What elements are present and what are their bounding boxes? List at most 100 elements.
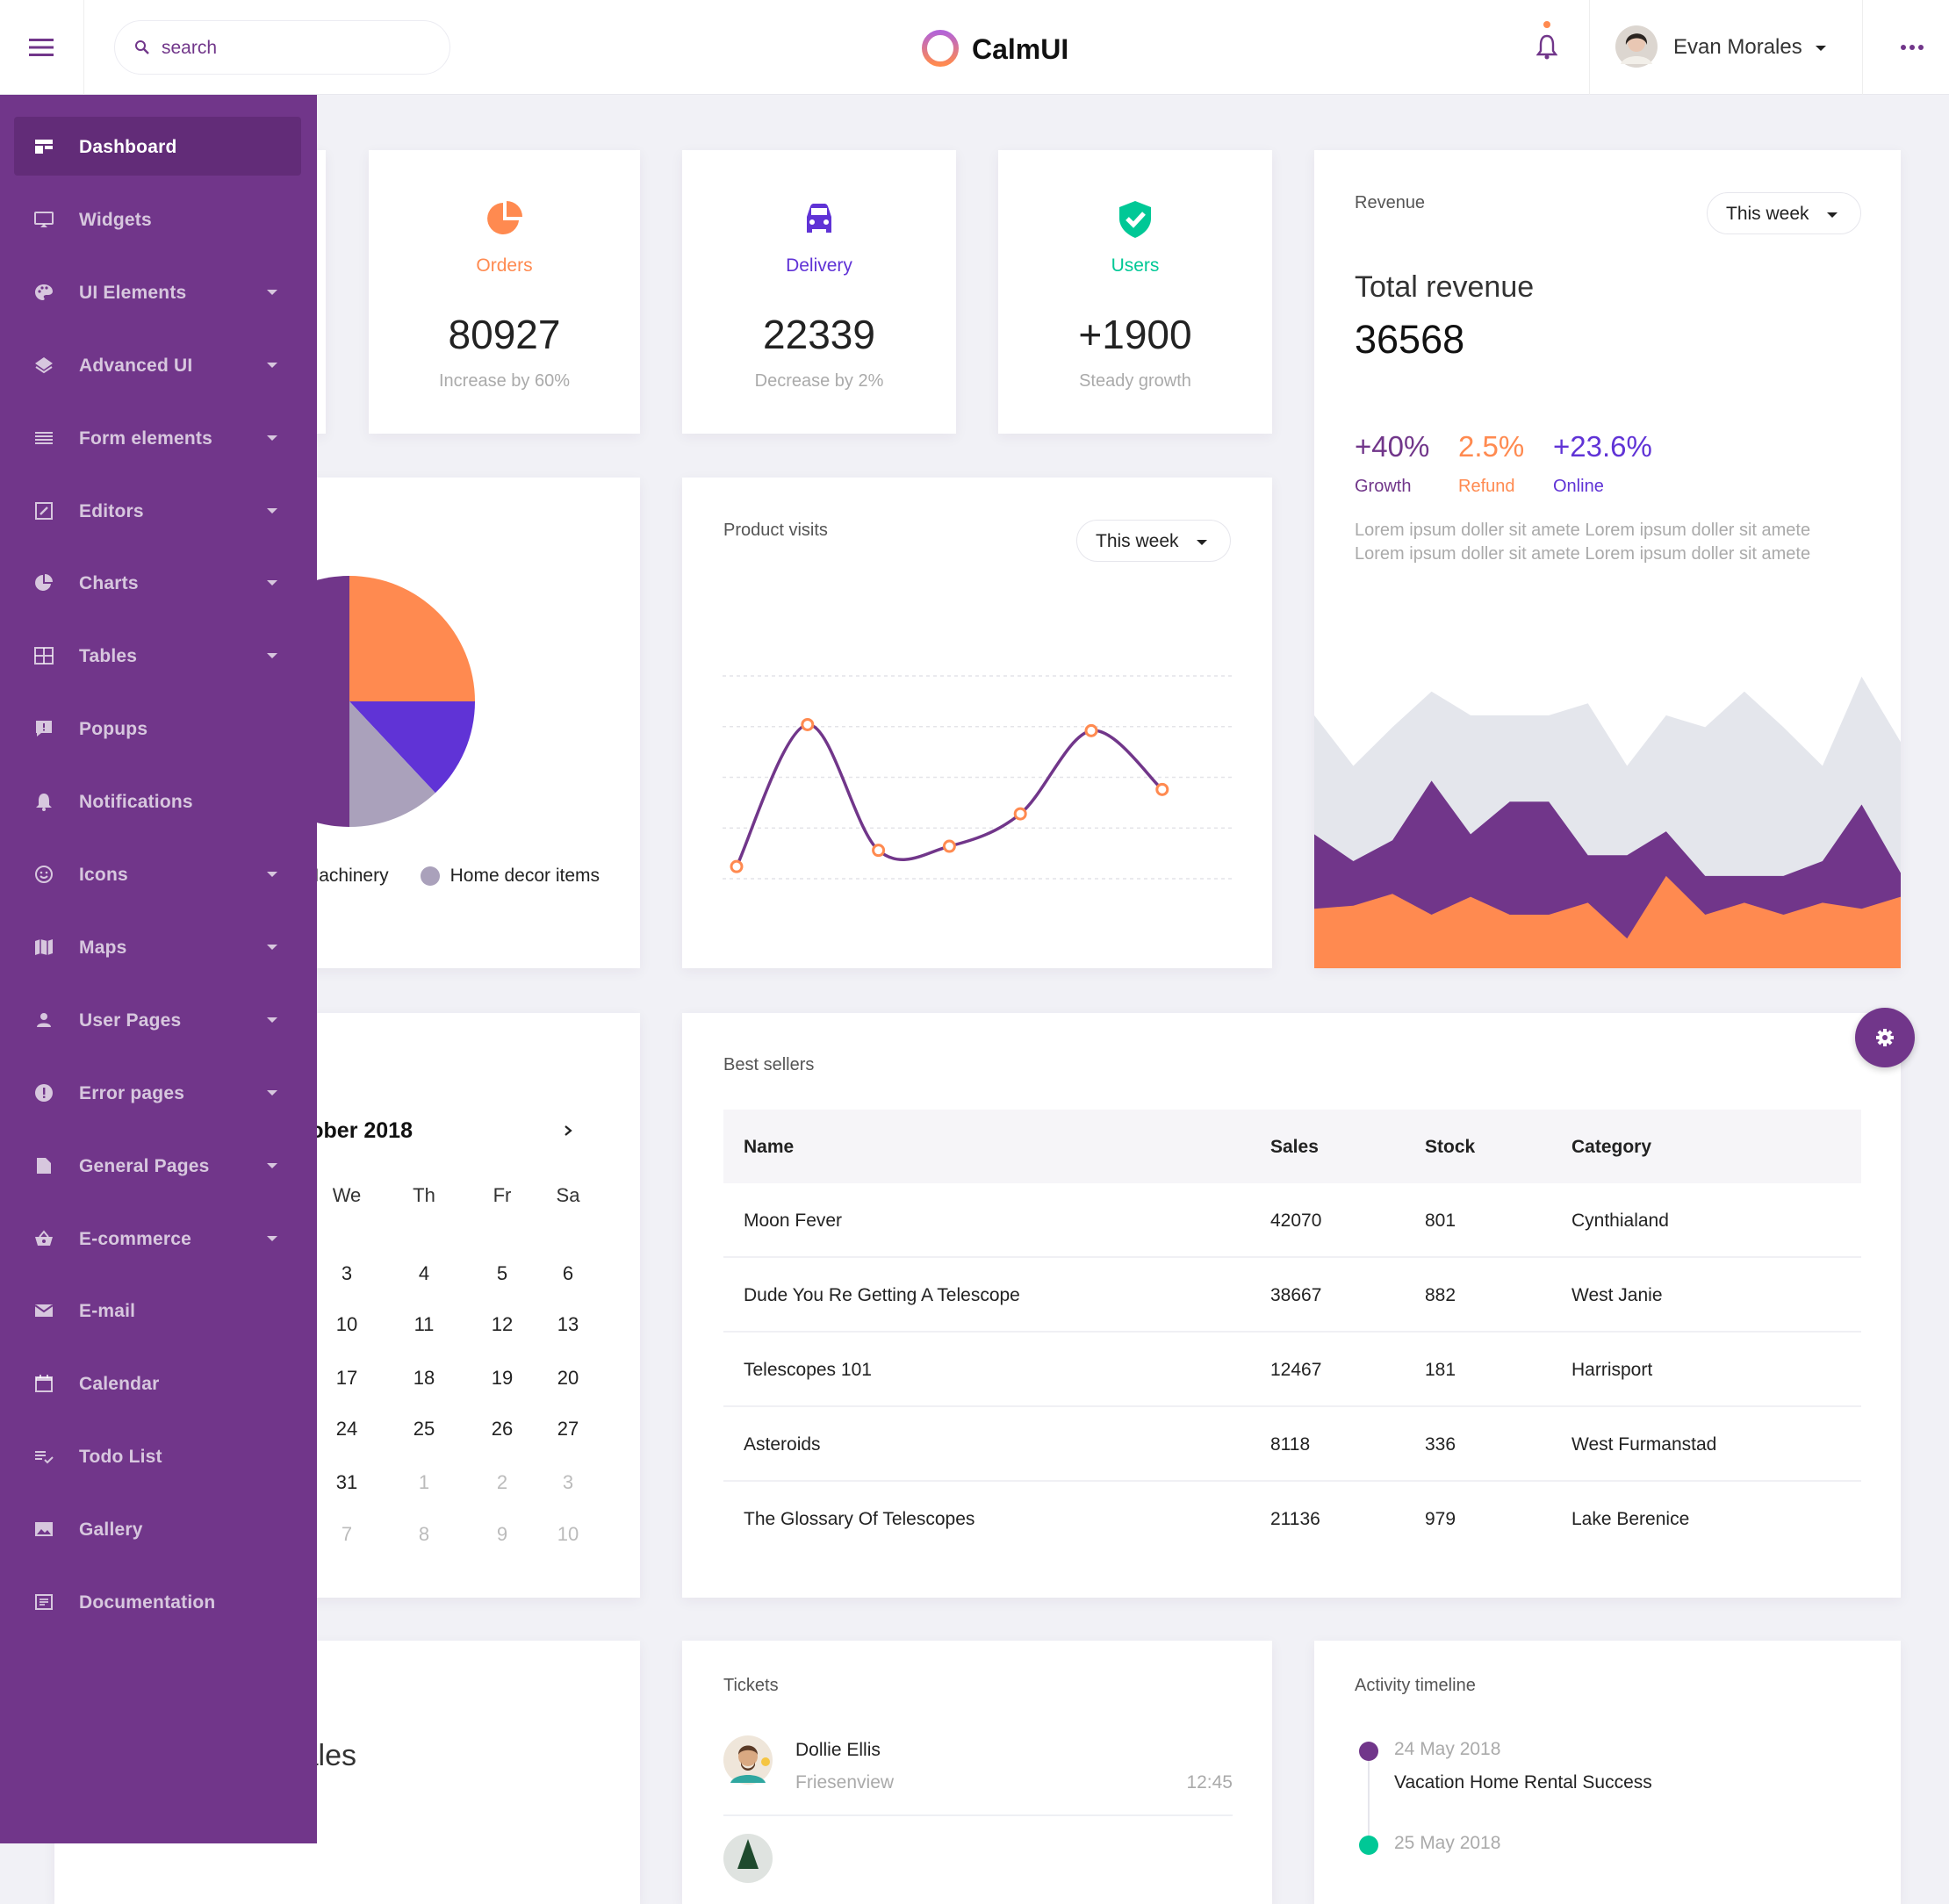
table-row[interactable]: Asteroids 8118 336 West Furmanstad xyxy=(723,1407,1861,1482)
sidebar-item-tables[interactable]: Tables xyxy=(14,626,301,685)
sidebar-item-label: General Pages xyxy=(79,1155,210,1176)
calendar-day[interactable]: 6 xyxy=(562,1262,574,1284)
sidebar-item-user-pages[interactable]: User Pages xyxy=(14,990,301,1049)
ticket-item[interactable]: Dollie Ellis Friesenview 12:45 xyxy=(723,1735,1233,1816)
next-month-icon[interactable] xyxy=(562,1124,574,1138)
data-point[interactable] xyxy=(942,839,956,853)
sidebar-item-advanced-ui[interactable]: Advanced UI xyxy=(14,335,301,394)
sidebar-item-label: User Pages xyxy=(79,1009,182,1031)
product-visits-line-chart xyxy=(723,675,1232,880)
sidebar-item-error-pages[interactable]: Error pages xyxy=(14,1063,301,1122)
calendar-day[interactable]: 2 xyxy=(496,1471,508,1493)
calendar-day[interactable]: 1 xyxy=(418,1471,430,1493)
sidebar-item-widgets[interactable]: Widgets xyxy=(14,190,301,248)
table-cell: West Janie xyxy=(1571,1285,1663,1305)
calendar-day[interactable]: 18 xyxy=(413,1367,435,1389)
comment-alert-icon xyxy=(33,718,54,739)
revenue-period-dropdown[interactable]: This week xyxy=(1707,192,1861,234)
sidebar-item-label: Dashboard xyxy=(79,137,177,157)
column-header[interactable]: Stock xyxy=(1425,1137,1476,1157)
calendar-day[interactable]: 26 xyxy=(491,1418,514,1440)
sidebar-item-gallery[interactable]: Gallery xyxy=(14,1499,301,1558)
sidebar-item-calendar[interactable]: Calendar xyxy=(14,1354,301,1412)
table-row[interactable]: Dude You Re Getting A Telescope 38667 882 W… xyxy=(723,1258,1861,1333)
sidebar-item-ui-elements[interactable]: UI Elements xyxy=(14,262,301,321)
table-cell: Asteroids xyxy=(744,1434,821,1455)
calendar-day[interactable]: 25 xyxy=(413,1418,435,1440)
pie-slice[interactable] xyxy=(349,576,475,701)
menu-toggle-button[interactable] xyxy=(0,0,84,95)
search-icon xyxy=(135,40,149,54)
sidebar-item-dashboard[interactable]: Dashboard xyxy=(14,117,301,176)
calendar-day[interactable]: 10 xyxy=(557,1523,579,1545)
sidebar-item-popups[interactable]: Popups xyxy=(14,699,301,758)
column-header[interactable]: Category xyxy=(1571,1137,1652,1157)
calendar-day[interactable]: 27 xyxy=(557,1418,579,1440)
more-options-icon[interactable] xyxy=(1900,44,1924,51)
stat-label: Orders xyxy=(476,255,533,276)
notifications-button[interactable] xyxy=(1529,19,1564,68)
calendar-day[interactable]: 3 xyxy=(562,1471,574,1493)
sidebar-item-maps[interactable]: Maps xyxy=(14,917,301,976)
top-header: search CalmUI Evan Morales xyxy=(0,0,1949,95)
column-header[interactable]: Sales xyxy=(1270,1137,1319,1157)
settings-fab-button[interactable] xyxy=(1855,1008,1915,1067)
calendar-day[interactable]: 31 xyxy=(335,1471,358,1493)
calendar-day[interactable]: 9 xyxy=(496,1523,508,1545)
sidebar-item-todo-list[interactable]: Todo List xyxy=(14,1426,301,1485)
caret-down-icon xyxy=(267,1089,277,1096)
stat-value: 22339 xyxy=(763,312,875,357)
sidebar-item-label: Tables xyxy=(79,646,138,667)
calendar-day[interactable]: 7 xyxy=(341,1523,353,1545)
visits-period-dropdown[interactable]: This week xyxy=(1076,520,1231,562)
calendar-day[interactable]: 19 xyxy=(491,1367,514,1389)
calendar-day[interactable]: 24 xyxy=(335,1418,358,1440)
pie-chart-icon xyxy=(484,198,526,244)
sidebar-item-charts[interactable]: Charts xyxy=(14,553,301,612)
data-point[interactable] xyxy=(801,717,815,731)
sidebar-item-notifications[interactable]: Notifications xyxy=(14,772,301,830)
pie-slice[interactable] xyxy=(349,701,435,827)
sidebar-item-label: Popups xyxy=(79,719,148,740)
data-point[interactable] xyxy=(730,859,744,873)
calendar-day[interactable]: 5 xyxy=(496,1262,508,1284)
calendar-day[interactable]: 20 xyxy=(557,1367,579,1389)
notification-dot xyxy=(1543,21,1550,28)
data-point[interactable] xyxy=(1013,807,1027,821)
calendar-day[interactable]: 11 xyxy=(414,1313,435,1335)
sidebar-item-general-pages[interactable]: General Pages xyxy=(14,1136,301,1195)
sidebar-item-e-mail[interactable]: E-mail xyxy=(14,1281,301,1340)
sidebar-item-editors[interactable]: Editors xyxy=(14,481,301,540)
table-row[interactable]: The Glossary Of Telescopes 21136 979 Lake B… xyxy=(723,1482,1861,1556)
calendar-day[interactable]: 10 xyxy=(335,1313,358,1335)
search-input[interactable]: search xyxy=(162,38,218,58)
calendar-day[interactable]: 4 xyxy=(418,1262,430,1284)
table-cell: 8118 xyxy=(1270,1434,1311,1455)
sidebar-item-label: Gallery xyxy=(79,1520,143,1541)
sidebar-item-e-commerce[interactable]: E-commerce xyxy=(14,1209,301,1268)
data-point[interactable] xyxy=(1155,782,1169,796)
sidebar-item-icons[interactable]: Icons xyxy=(14,844,301,903)
calendar-day[interactable]: 8 xyxy=(418,1523,430,1545)
best-sellers-title: Best sellers xyxy=(723,1055,815,1074)
calendar-day[interactable]: 13 xyxy=(557,1313,579,1335)
table-row[interactable]: Telescopes 101 12467 181 Harrisport xyxy=(723,1333,1861,1407)
revenue-description: Lorem ipsum doller sit amete Lorem ipsum… xyxy=(1355,544,1811,564)
sidebar-item-form-elements[interactable]: Form elements xyxy=(14,408,301,467)
caret-down-icon xyxy=(267,1017,277,1023)
brand-logo[interactable]: CalmUI xyxy=(920,26,1078,70)
data-point[interactable] xyxy=(872,844,886,858)
calendar-day[interactable]: 3 xyxy=(341,1262,353,1284)
stat-card-users: Users +1900 Steady growth xyxy=(998,150,1272,434)
sidebar-item-documentation[interactable]: Documentation xyxy=(14,1572,301,1631)
calendar-day[interactable]: 17 xyxy=(335,1367,358,1389)
brand-name: CalmUI xyxy=(972,33,1069,65)
data-point[interactable] xyxy=(1084,723,1098,737)
table-row[interactable]: Moon Fever 42070 801 Cynthialand xyxy=(723,1183,1861,1258)
edit-icon xyxy=(33,500,54,521)
user-menu[interactable]: Evan Morales xyxy=(1614,23,1842,72)
search-box[interactable]: search xyxy=(114,20,450,75)
pie-slice[interactable] xyxy=(349,701,475,794)
calendar-day[interactable]: 12 xyxy=(491,1313,514,1335)
column-header[interactable]: Name xyxy=(744,1137,795,1157)
